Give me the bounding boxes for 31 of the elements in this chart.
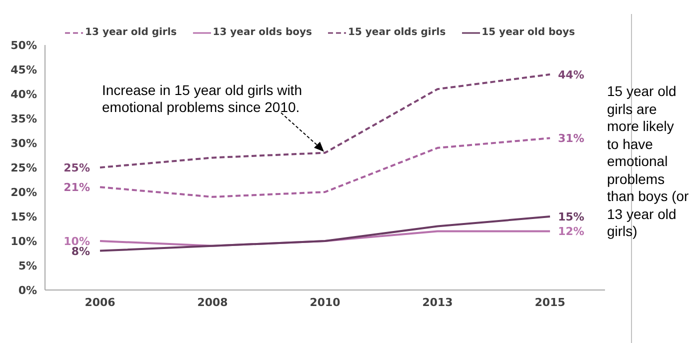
y-tick-label: 35% bbox=[10, 112, 37, 126]
legend-label: 15 year olds girls bbox=[348, 27, 446, 38]
legend-label: 13 year old girls bbox=[85, 27, 177, 38]
x-tick-label: 2013 bbox=[422, 296, 453, 309]
data-label: 25% bbox=[64, 162, 90, 174]
x-tick-label: 2015 bbox=[534, 296, 566, 309]
y-tick-label: 25% bbox=[10, 161, 37, 174]
annotation: Increase in 15 year old girls with emotional problems since 2010. bbox=[102, 82, 303, 116]
data-label: 12% bbox=[558, 225, 584, 238]
y-tick-label: 0% bbox=[18, 284, 37, 297]
data-label: 15% bbox=[558, 210, 584, 224]
text: 15 year old girls are more likely to have emotional problems than boys (or 13 year old girls) bbox=[607, 83, 689, 239]
line-series bbox=[99, 216, 551, 252]
x-tick-label: 2006 bbox=[84, 296, 116, 309]
legend-label: 15 year old boys bbox=[482, 27, 575, 38]
y-tick-label: 15% bbox=[10, 210, 37, 224]
y-tick-label: 5% bbox=[18, 259, 37, 272]
data-label: 44% bbox=[558, 68, 584, 82]
y-tick-label: 30% bbox=[10, 136, 37, 150]
y-tick-label: 20% bbox=[10, 186, 37, 199]
y-tick-label: 40% bbox=[10, 88, 37, 101]
x-tick-label: 2010 bbox=[310, 296, 341, 309]
line-series bbox=[99, 137, 551, 198]
y-tick-label: 45% bbox=[10, 63, 37, 76]
data-label: 21% bbox=[64, 181, 90, 194]
x-tick-label: 2008 bbox=[197, 296, 228, 309]
legend-label: 13 year olds boys bbox=[212, 27, 312, 38]
line-series bbox=[99, 73, 551, 168]
y-tick-label: 10% bbox=[10, 234, 37, 248]
data-label: 31% bbox=[558, 132, 584, 146]
y-tick-label: 50% bbox=[10, 38, 37, 52]
